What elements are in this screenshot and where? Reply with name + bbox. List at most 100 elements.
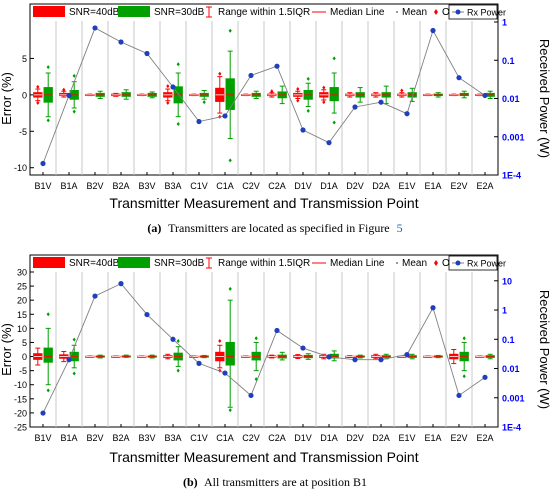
rx-power-point	[92, 25, 98, 31]
box-outlier	[218, 339, 222, 344]
y2-tick-label: 0.1	[502, 56, 515, 66]
box-outlier	[202, 100, 206, 105]
y2-tick-label: 0.1	[502, 335, 515, 345]
y2-tick-label: 0.001	[502, 393, 525, 403]
x-tick-label: C1V	[190, 433, 208, 443]
y2-axis-label: Received Power (W)	[537, 290, 550, 409]
y-tick-label: 5	[22, 338, 27, 348]
x-tick-label: C1A	[216, 433, 234, 443]
y-tick-label: 0	[22, 90, 27, 100]
rx-power-point	[40, 410, 46, 416]
box-outlier	[46, 118, 50, 123]
box-outlier	[270, 89, 274, 94]
legend-snr30-swatch	[118, 257, 150, 268]
legend-mean-icon	[396, 262, 398, 264]
rx-power-point	[170, 336, 176, 342]
rx-power-point	[40, 160, 46, 167]
box-outlier	[322, 85, 326, 90]
rx-power-point	[456, 75, 462, 81]
y-tick-label: -25	[14, 423, 27, 433]
legend-snr40-label: SNR=40dB	[69, 7, 120, 18]
legend-rx-label: Rx Power	[467, 259, 506, 269]
x-tick-label: B1A	[60, 433, 77, 443]
rx-power-point	[248, 72, 254, 79]
x-tick-label: B2A	[112, 433, 129, 443]
box-outlier	[228, 28, 232, 33]
rx-power-point	[274, 327, 280, 334]
legend-outliers-icon	[434, 260, 438, 266]
y2-tick-label: 1	[502, 18, 507, 28]
rx-power-point	[274, 63, 280, 69]
y-tick-label: 15	[17, 310, 27, 320]
x-tick-label: B3V	[138, 181, 155, 191]
x-tick-label: D1V	[294, 433, 312, 443]
box	[329, 87, 339, 102]
box-outlier	[228, 286, 232, 291]
rx-power-point	[144, 311, 150, 318]
rx-power-point	[326, 354, 332, 360]
x-tick-label: C2A	[268, 181, 286, 191]
box-outlier	[166, 84, 170, 89]
x-tick-label: C1A	[216, 181, 234, 191]
x-tick-label: D2A	[372, 181, 390, 191]
legend-mean-icon	[396, 11, 398, 13]
y-tick-label: -20	[14, 408, 27, 418]
x-tick-label: E2A	[476, 433, 493, 443]
box-outlier	[332, 56, 336, 61]
y2-tick-label: 1E-4	[502, 171, 521, 181]
x-tick-label: E2A	[476, 181, 493, 191]
rx-power-point	[482, 374, 488, 380]
legend-snr40-swatch	[33, 6, 65, 17]
legend-median-label: Median Line	[330, 7, 385, 18]
legend-rx-dot	[455, 9, 461, 15]
box	[251, 351, 261, 361]
rx-power-point	[378, 357, 384, 363]
legend-rx-power: Rx Power	[448, 255, 506, 271]
box-outlier	[296, 98, 300, 103]
x-tick-label: B3V	[138, 433, 155, 443]
rx-power-point	[66, 357, 72, 363]
box-outlier	[462, 374, 466, 379]
y2-tick-label: 10	[502, 276, 512, 286]
x-tick-label: D1A	[320, 433, 338, 443]
box-outlier	[36, 100, 40, 105]
x-axis-label: Transmitter Measurement and Transmission…	[109, 195, 418, 211]
legend-mean-label: Mean	[402, 258, 427, 269]
y2-tick-label: 0.001	[502, 132, 525, 142]
rx-power-point	[300, 127, 306, 133]
y-tick-label: 20	[17, 296, 27, 306]
legend-range-icon	[206, 257, 212, 269]
box-outlier	[296, 87, 300, 92]
rx-power-point	[66, 92, 72, 99]
box	[225, 341, 235, 366]
legend-snr40-swatch	[33, 257, 65, 268]
legend-median-label: Median Line	[330, 258, 385, 269]
box-outlier	[72, 73, 76, 78]
rx-power-point	[196, 360, 202, 366]
x-tick-label: C1V	[190, 181, 208, 191]
rx-power-point	[352, 357, 358, 363]
box-outlier	[46, 388, 50, 393]
x-tick-label: E1A	[424, 181, 441, 191]
x-tick-label: B1V	[34, 181, 51, 191]
y-axis-label: Error (%)	[0, 72, 14, 125]
box	[225, 78, 235, 110]
box-outlier	[306, 108, 310, 113]
y-tick-label: -5	[19, 127, 27, 137]
x-tick-label: B1A	[60, 181, 77, 191]
y-tick-label: 30	[17, 268, 27, 278]
x-tick-label: B2A	[112, 181, 129, 191]
rx-power-point	[222, 113, 228, 119]
rx-power-line	[42, 283, 486, 414]
x-tick-label: B2V	[86, 433, 103, 443]
caption-b-label: (b)	[183, 475, 198, 489]
x-tick-label: E2V	[450, 433, 467, 443]
caption-a-ref[interactable]: 5	[397, 221, 403, 235]
rx-power-point	[92, 293, 98, 299]
y2-tick-label: 0.01	[502, 94, 520, 104]
legend-range-icon	[206, 6, 212, 18]
box-outlier	[36, 84, 40, 89]
x-tick-label: D1A	[320, 181, 338, 191]
